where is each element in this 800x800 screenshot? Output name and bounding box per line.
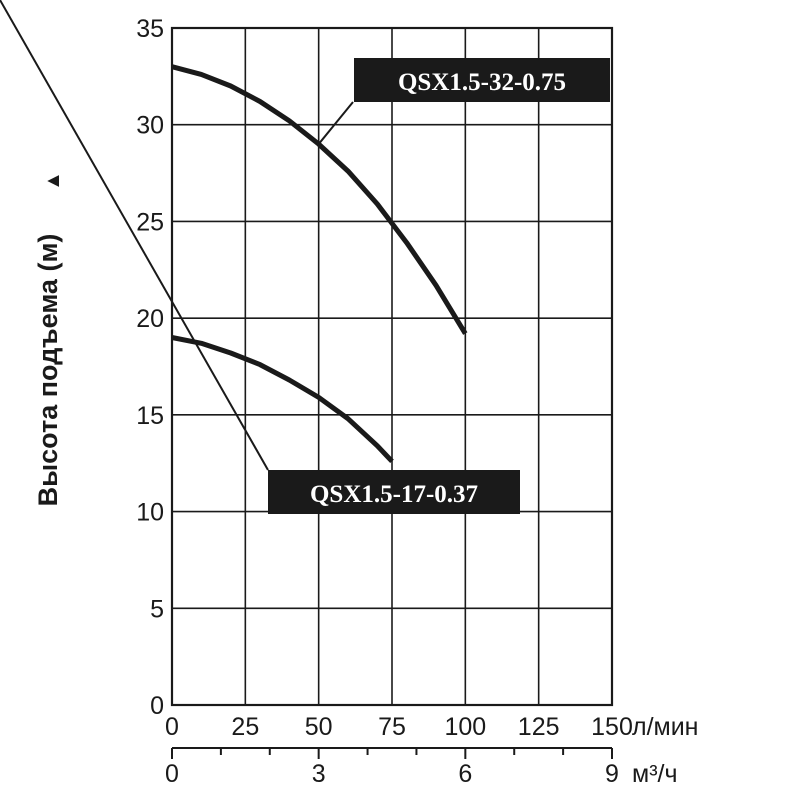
- y-axis-label: Высота подъема (м) ▲: [33, 171, 64, 506]
- x-tick-label: 50: [305, 713, 333, 741]
- y-tick-label: 5: [150, 595, 164, 623]
- y-tick-label: 15: [136, 402, 164, 430]
- x-tick-label: 25: [231, 713, 259, 741]
- y-tick-label: 35: [136, 15, 164, 43]
- grid: [171, 27, 613, 706]
- y-tick-label: 20: [136, 305, 164, 333]
- secondary-x-axis-unit: м³/ч: [632, 760, 677, 788]
- callout-leader-1: [317, 101, 354, 145]
- y-tick-label: 25: [136, 208, 164, 236]
- x-axis-ticks: 0 25 50 75 100 125 150: [165, 713, 633, 741]
- callout-box-2: [268, 470, 520, 514]
- secondary-x-axis: 0 3 6 9: [165, 747, 619, 788]
- series-line-2: [171, 335, 394, 464]
- x-tick-label: 75: [378, 713, 406, 741]
- series-label-1: QSX1.5-32-0.75: [398, 69, 566, 96]
- secondary-x-tick-label: 3: [312, 760, 326, 788]
- y-axis-ticks: 0 5 10 15 20 25 30 35: [136, 15, 164, 720]
- series-line-1: [171, 64, 468, 335]
- series-layer: [171, 64, 468, 464]
- plot-frame: [170, 26, 614, 707]
- y-axis-arrow: ▲: [42, 171, 64, 191]
- x-tick-label: 0: [165, 713, 179, 741]
- y-axis-title: Высота подъема (м): [33, 234, 63, 507]
- callout-leader-2: [0, 0, 269, 471]
- x-tick-label: 150: [591, 713, 633, 741]
- secondary-x-tick-label: 9: [605, 760, 619, 788]
- callout-box-1: [354, 58, 610, 102]
- series-label-2: QSX1.5-17-0.37: [310, 481, 478, 508]
- secondary-x-tick-label: 0: [165, 760, 179, 788]
- y-tick-label: 30: [136, 112, 164, 140]
- secondary-x-tick-label: 6: [458, 760, 472, 788]
- y-tick-label: 10: [136, 499, 164, 527]
- plot-border: [170, 26, 614, 707]
- x-tick-label: 125: [518, 713, 560, 741]
- y-tick-label: 0: [150, 692, 164, 720]
- callouts: QSX1.5-32-0.75 QSX1.5-17-0.37: [0, 0, 610, 514]
- x-axis-unit: л/мин: [632, 713, 699, 741]
- x-tick-label: 100: [444, 713, 486, 741]
